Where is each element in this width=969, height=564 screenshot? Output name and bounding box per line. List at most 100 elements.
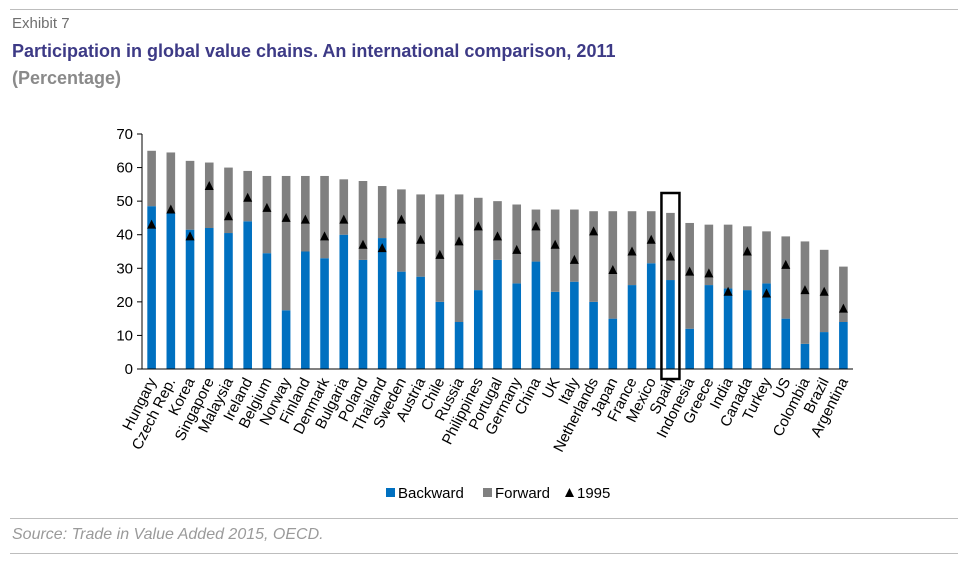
legend-label: 1995 [577, 485, 610, 502]
marker-1995 [531, 221, 541, 231]
marker-1995 [589, 226, 599, 236]
y-tick-label: 30 [116, 260, 133, 277]
marker-1995 [147, 219, 157, 229]
marker-1995 [493, 231, 502, 241]
bar-backward [646, 263, 656, 369]
marker-1995 [454, 236, 464, 246]
bar-backward [204, 228, 214, 369]
bar-backward [358, 259, 368, 369]
exhibit-label: Exhibit 7 [12, 15, 70, 32]
marker-1995 [435, 249, 445, 259]
bar-backward [704, 285, 714, 369]
source-rule [10, 518, 958, 519]
bar-forward [550, 209, 560, 292]
marker-1995 [723, 286, 733, 296]
bar-backward [819, 332, 829, 369]
bar-backward [185, 229, 195, 369]
y-tick-label: 0 [125, 361, 133, 378]
bar-forward [839, 266, 848, 322]
bar-forward [224, 167, 233, 234]
source-note: Source: Trade in Value Added 2015, OECD. [12, 526, 324, 543]
legend-swatch-forward [483, 488, 492, 497]
bar-backward [800, 343, 810, 369]
bar-backward [550, 291, 560, 369]
marker-1995 [223, 211, 233, 221]
bar-backward [454, 322, 464, 369]
marker-1995 [646, 234, 656, 244]
bar-backward [685, 328, 694, 369]
y-tick-label: 60 [116, 160, 133, 177]
bar-backward [839, 322, 848, 369]
bar-backward [377, 238, 387, 369]
bar-backward [435, 301, 445, 369]
bar-forward [204, 162, 214, 228]
bar-backward [301, 251, 310, 369]
bar-backward [166, 212, 176, 369]
legend-label: Backward [398, 485, 464, 502]
bar-backward [781, 318, 791, 369]
legend-label: Forward [495, 485, 550, 502]
marker-1995 [166, 204, 176, 214]
spain-highlight-box [660, 191, 681, 381]
bar-forward [185, 160, 195, 230]
y-tick-label: 70 [116, 126, 133, 143]
marker-1995 [512, 244, 522, 254]
bar-forward [339, 179, 349, 235]
marker-1995 [550, 239, 560, 249]
bar-backward [281, 310, 291, 369]
marker-1995 [377, 243, 387, 253]
bar-forward [435, 194, 445, 302]
marker-1995 [473, 221, 483, 231]
bar-backward [570, 281, 579, 369]
bar-forward [762, 231, 771, 284]
marker-1995 [281, 212, 291, 222]
bar-forward [531, 209, 541, 262]
bar-backward [589, 301, 598, 369]
marker-1995 [339, 214, 349, 224]
bar-forward [704, 224, 714, 286]
bar-backward [147, 206, 156, 369]
bar-backward [762, 283, 771, 369]
chart-subtitle: (Percentage) [12, 68, 122, 88]
bar-forward [262, 175, 272, 254]
bottom-rule [10, 553, 958, 554]
bar-forward [473, 197, 483, 291]
bar-forward [608, 211, 618, 319]
marker-1995 [762, 288, 772, 298]
marker-1995 [396, 214, 406, 224]
bar-forward [397, 189, 406, 272]
marker-1995 [204, 181, 214, 191]
marker-1995 [704, 268, 714, 278]
bar-forward [570, 209, 579, 282]
bar-forward [781, 236, 791, 319]
y-tick-label: 50 [116, 193, 133, 210]
bar-forward [281, 175, 291, 311]
bar-forward [512, 204, 522, 284]
bar-forward [147, 150, 156, 207]
marker-1995 [781, 259, 791, 269]
bar-forward [454, 194, 464, 322]
marker-1995 [819, 286, 829, 296]
bar-forward [358, 181, 368, 260]
marker-1995 [742, 246, 752, 256]
bar-backward [320, 258, 329, 369]
bar-forward [320, 175, 329, 259]
marker-1995 [185, 231, 195, 241]
marker-1995 [838, 303, 848, 313]
legend-swatch-1995 [565, 488, 574, 497]
bar-forward [743, 226, 752, 291]
bar-forward [589, 211, 598, 302]
bar-backward [397, 271, 406, 369]
bar-forward [666, 212, 675, 281]
bar-backward [666, 280, 675, 369]
bar-forward [377, 186, 387, 239]
bar-backward [608, 318, 618, 369]
bar-backward [743, 290, 752, 369]
marker-1995 [416, 234, 426, 244]
bar-backward [262, 253, 272, 369]
y-tick-label: 20 [116, 294, 133, 311]
bar-forward [723, 224, 733, 289]
top-rule [10, 9, 958, 10]
marker-1995 [358, 239, 368, 249]
